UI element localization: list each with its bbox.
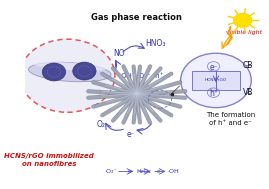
Text: ·OH: ·OH xyxy=(167,169,179,174)
Text: H₂O₂: H₂O₂ xyxy=(137,169,151,174)
Text: e⁻: e⁻ xyxy=(209,63,218,72)
Text: HCNS/rGO: HCNS/rGO xyxy=(205,78,227,82)
Text: ·OH  ·O₂⁻  h⁺: ·OH ·O₂⁻ h⁺ xyxy=(119,73,163,79)
Text: h⁺: h⁺ xyxy=(209,89,218,98)
Circle shape xyxy=(233,13,252,28)
Text: ·O₂⁻: ·O₂⁻ xyxy=(105,169,118,174)
Circle shape xyxy=(42,63,66,81)
Text: HCNS/rGO immobilized
on nanofibres: HCNS/rGO immobilized on nanofibres xyxy=(4,153,94,167)
Text: e⁻: e⁻ xyxy=(128,169,133,174)
Text: O₂: O₂ xyxy=(97,120,106,129)
Text: CB: CB xyxy=(243,61,253,70)
Text: e⁻: e⁻ xyxy=(157,169,163,174)
Text: HNO₃: HNO₃ xyxy=(145,39,165,48)
Text: e⁻: e⁻ xyxy=(126,130,135,139)
Circle shape xyxy=(20,39,115,112)
Ellipse shape xyxy=(29,62,111,82)
Ellipse shape xyxy=(33,62,106,71)
Text: NO: NO xyxy=(114,49,125,58)
Circle shape xyxy=(73,62,96,80)
Text: visible light: visible light xyxy=(226,30,262,35)
Text: The formation
of h⁺ and e⁻: The formation of h⁺ and e⁻ xyxy=(206,112,255,126)
Text: Gas phase reaction: Gas phase reaction xyxy=(91,13,182,22)
FancyBboxPatch shape xyxy=(192,71,240,90)
Text: VB: VB xyxy=(243,88,253,97)
Circle shape xyxy=(180,53,251,108)
